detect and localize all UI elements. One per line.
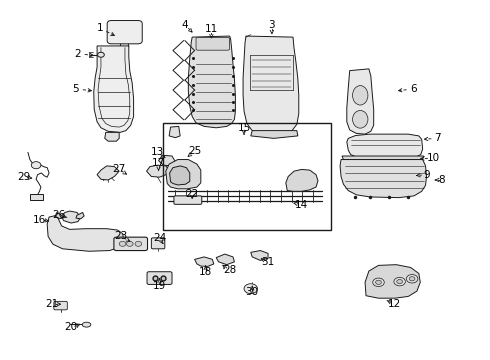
- Text: 8: 8: [439, 175, 445, 185]
- FancyBboxPatch shape: [196, 37, 230, 50]
- Circle shape: [135, 242, 142, 246]
- Circle shape: [373, 278, 384, 287]
- Text: 5: 5: [73, 84, 79, 94]
- Text: 14: 14: [295, 200, 308, 210]
- Text: 6: 6: [410, 84, 416, 94]
- Circle shape: [31, 162, 41, 169]
- Circle shape: [119, 242, 126, 246]
- Polygon shape: [188, 36, 235, 128]
- Polygon shape: [62, 211, 81, 223]
- Ellipse shape: [82, 322, 91, 327]
- Text: 20: 20: [65, 323, 78, 333]
- Polygon shape: [347, 134, 423, 159]
- Bar: [163, 123, 331, 230]
- Text: 24: 24: [153, 233, 166, 243]
- Polygon shape: [55, 212, 63, 219]
- Text: 17: 17: [152, 158, 165, 168]
- Circle shape: [98, 52, 104, 57]
- Polygon shape: [147, 165, 169, 177]
- Text: 23: 23: [115, 231, 128, 242]
- Text: 11: 11: [205, 24, 218, 34]
- Polygon shape: [216, 254, 234, 265]
- FancyBboxPatch shape: [54, 301, 67, 310]
- Text: 4: 4: [182, 20, 188, 30]
- Circle shape: [409, 277, 415, 281]
- Text: 25: 25: [188, 146, 201, 156]
- Text: 19: 19: [153, 281, 166, 291]
- Text: 18: 18: [199, 267, 212, 278]
- Polygon shape: [342, 156, 424, 159]
- Text: 3: 3: [269, 20, 275, 30]
- Polygon shape: [166, 159, 201, 189]
- Text: 21: 21: [46, 299, 59, 309]
- Circle shape: [244, 284, 257, 294]
- Polygon shape: [170, 166, 190, 185]
- Polygon shape: [76, 212, 84, 219]
- Text: 1: 1: [97, 23, 103, 33]
- Text: 26: 26: [52, 210, 65, 220]
- Circle shape: [406, 275, 418, 283]
- Text: 22: 22: [186, 189, 199, 199]
- Text: 27: 27: [113, 165, 126, 174]
- Text: 13: 13: [151, 148, 164, 157]
- Polygon shape: [365, 265, 420, 298]
- Polygon shape: [340, 159, 426, 198]
- Text: 29: 29: [18, 172, 31, 182]
- Polygon shape: [97, 166, 119, 180]
- Text: 16: 16: [33, 215, 46, 225]
- Ellipse shape: [353, 111, 368, 128]
- FancyBboxPatch shape: [107, 21, 142, 44]
- Text: 15: 15: [238, 123, 251, 133]
- Polygon shape: [120, 41, 129, 47]
- Text: 2: 2: [74, 49, 81, 59]
- Text: 10: 10: [427, 153, 441, 163]
- Circle shape: [126, 242, 133, 246]
- Polygon shape: [94, 46, 134, 132]
- Polygon shape: [159, 155, 175, 166]
- Polygon shape: [251, 251, 268, 260]
- FancyBboxPatch shape: [147, 272, 172, 284]
- Polygon shape: [195, 257, 214, 266]
- FancyBboxPatch shape: [151, 238, 165, 249]
- Text: 31: 31: [262, 257, 275, 267]
- FancyBboxPatch shape: [174, 196, 202, 204]
- Ellipse shape: [353, 86, 368, 105]
- FancyBboxPatch shape: [114, 237, 147, 251]
- Text: 30: 30: [245, 287, 259, 297]
- Text: 9: 9: [423, 170, 430, 180]
- Circle shape: [376, 280, 381, 284]
- Polygon shape: [105, 132, 119, 141]
- Polygon shape: [347, 69, 374, 134]
- Circle shape: [397, 279, 402, 284]
- FancyBboxPatch shape: [30, 194, 43, 201]
- Text: 28: 28: [223, 265, 236, 275]
- Polygon shape: [286, 170, 318, 191]
- Polygon shape: [47, 215, 124, 251]
- Polygon shape: [169, 126, 180, 138]
- Circle shape: [394, 277, 405, 286]
- Polygon shape: [251, 131, 298, 138]
- Text: 12: 12: [388, 299, 401, 309]
- Text: 7: 7: [434, 133, 441, 143]
- Polygon shape: [243, 36, 299, 136]
